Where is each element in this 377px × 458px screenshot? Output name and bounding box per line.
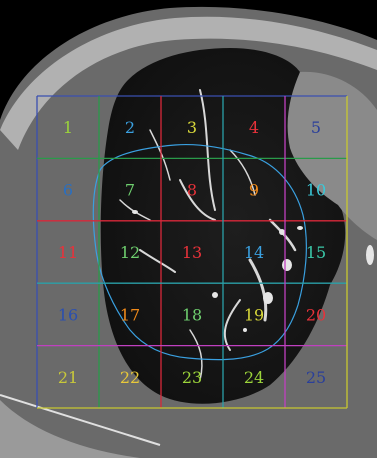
grid-cell-label: 13 (182, 243, 202, 262)
grid-cell-label: 20 (306, 305, 326, 324)
grid-cell-label: 1 (63, 118, 73, 137)
grid-lines (36, 95, 348, 409)
grid-cell-label: 16 (58, 305, 78, 324)
grid-cell-label: 17 (120, 305, 140, 324)
lung-vessels (119, 89, 297, 381)
grid-cell-label: 21 (58, 368, 78, 387)
grid-cell-label: 2 (125, 118, 135, 137)
grid-cell-label: 4 (249, 118, 259, 137)
rib-band (0, 16, 377, 150)
grid-cell-label: 8 (187, 181, 197, 200)
grid-cell-label: 10 (306, 181, 326, 200)
grid-cell-label: 5 (311, 118, 321, 137)
grid-cell-label: 18 (182, 305, 202, 324)
grid-cell-label: 15 (306, 243, 326, 262)
scan-table-line (0, 394, 161, 446)
grid-cell-label: 23 (182, 368, 202, 387)
grid-cell-label: 25 (306, 368, 326, 387)
grid-cell-label: 11 (58, 243, 78, 262)
outer-fat (0, 400, 140, 458)
grid-cell-label: 3 (187, 118, 197, 137)
grid-cell-label: 22 (120, 368, 140, 387)
vessel-dots (132, 210, 374, 332)
grid-cell-label: 12 (120, 243, 140, 262)
grid-cell-label: 19 (244, 305, 264, 324)
grid-cell-label: 6 (63, 181, 73, 200)
grid-cell-label: 9 (249, 181, 259, 200)
grid-cell-label: 7 (125, 181, 135, 200)
grid-cell-label: 14 (244, 243, 264, 262)
grid-cell-label: 24 (244, 368, 264, 387)
mediastinum (287, 71, 377, 240)
